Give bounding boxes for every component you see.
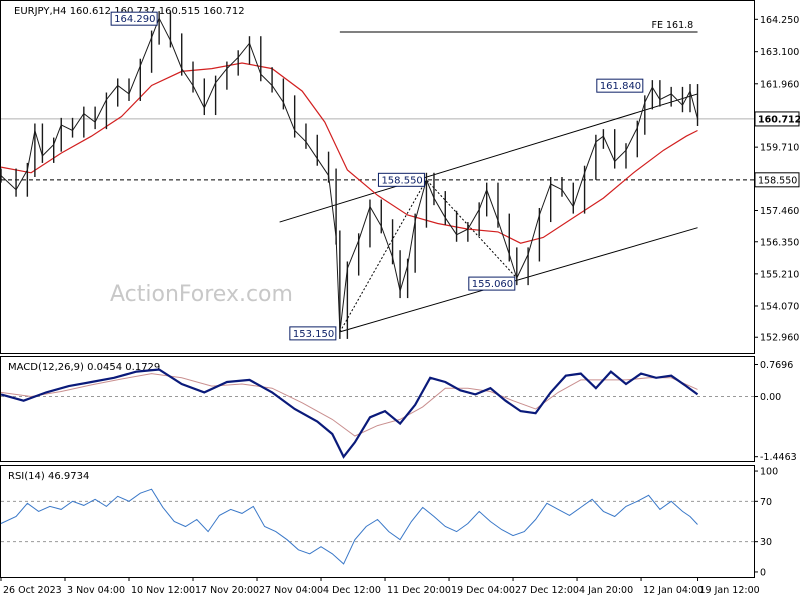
channel-upper-line xyxy=(279,93,698,223)
price-annotation-box xyxy=(377,172,425,187)
x-tick-label: 27 Nov 04:00 xyxy=(259,585,323,596)
price-line xyxy=(0,16,698,332)
rsi-layer: 100 70 30 0 xyxy=(0,467,778,578)
price-annotation-box xyxy=(289,326,337,341)
x-axis: 26 Oct 2023 3 Nov 04:00 10 Nov 12:00 17 Nov… xyxy=(0,577,760,596)
macd-panel-header: MACD(12,26,9) 0.0454 0.1729 xyxy=(8,362,160,373)
price-annotation-label: 158.550 xyxy=(381,175,422,186)
x-tick-label: 27 Dec 12:00 xyxy=(515,585,579,596)
fe-label: FE 161.8 xyxy=(652,20,694,31)
x-tick-label: 12 Jan 04:00 xyxy=(643,585,703,596)
price-y-tick-label: 164.250 xyxy=(760,15,799,26)
price-y-tick-label: 152.960 xyxy=(760,333,799,344)
x-tick-label: 11 Dec 20:00 xyxy=(387,585,451,596)
current-price-box xyxy=(754,111,800,127)
rsi-line xyxy=(0,488,698,565)
x-tick-label: 10 Nov 12:00 xyxy=(131,585,195,596)
price-annotation-label: 161.840 xyxy=(600,81,641,92)
price-y-tick-label: 159.710 xyxy=(760,143,799,154)
price-layer: 164.250163.100161.960160.820159.710158.5… xyxy=(0,11,800,344)
rsi-y-tick-label: 30 xyxy=(760,537,772,548)
price-annotation-label: 164.290 xyxy=(114,14,155,25)
current-price-label: 160.712 xyxy=(758,114,800,125)
price-y-tick-label: 155.210 xyxy=(760,269,799,280)
support-level-label: 158.550 xyxy=(758,175,797,186)
price-annotation-label: 155.060 xyxy=(472,279,513,290)
x-tick-label: 4 Jan 20:00 xyxy=(579,585,633,596)
rsi-panel-frame xyxy=(0,465,755,578)
rsi-y-tick-label: 0 xyxy=(760,567,766,578)
price-annotation-box xyxy=(110,11,158,26)
x-tick-label: 17 Nov 20:00 xyxy=(195,585,259,596)
price-annotation-label: 153.150 xyxy=(293,329,334,340)
macd-signal-line xyxy=(0,373,698,437)
x-tick-label: 4 Dec 12:00 xyxy=(323,585,381,596)
price-y-tick-label: 156.350 xyxy=(760,237,799,248)
price-panel-header: EURJPY,H4 160.612 160.737 160.515 160.71… xyxy=(14,6,245,17)
price-y-tick-label: 161.960 xyxy=(760,79,799,90)
watermark: ActionForex.com xyxy=(110,282,293,307)
support-level-box xyxy=(754,172,800,188)
x-tick-label: 19 Jan 12:00 xyxy=(700,585,760,596)
ema-line xyxy=(0,62,698,244)
macd-line xyxy=(0,368,699,459)
rsi-panel-header: RSI(14) 46.9734 xyxy=(8,471,89,482)
x-tick-label: 3 Nov 04:00 xyxy=(67,585,125,596)
rsi-y-tick-label: 100 xyxy=(760,467,778,478)
rsi-y-tick-label: 70 xyxy=(760,497,772,508)
macd-layer: 0.7696 0.00 -1.4463 xyxy=(0,360,797,463)
macd-y-tick-label: -1.4463 xyxy=(760,452,797,463)
price-annotation-box xyxy=(596,78,644,93)
pattern-dotted-line xyxy=(339,178,518,333)
x-tick-label: 26 Oct 2023 xyxy=(3,585,62,596)
price-y-tick-label: 157.460 xyxy=(760,206,799,217)
price-annotation-box xyxy=(468,276,516,291)
price-y-tick-label: 154.070 xyxy=(760,301,799,312)
price-y-tick-label: 163.100 xyxy=(760,47,799,58)
macd-y-tick-label: 0.7696 xyxy=(760,360,793,371)
x-tick-label: 19 Dec 04:00 xyxy=(451,585,515,596)
macd-y-tick-label: 0.00 xyxy=(760,392,781,403)
channel-lower-line xyxy=(339,227,698,333)
